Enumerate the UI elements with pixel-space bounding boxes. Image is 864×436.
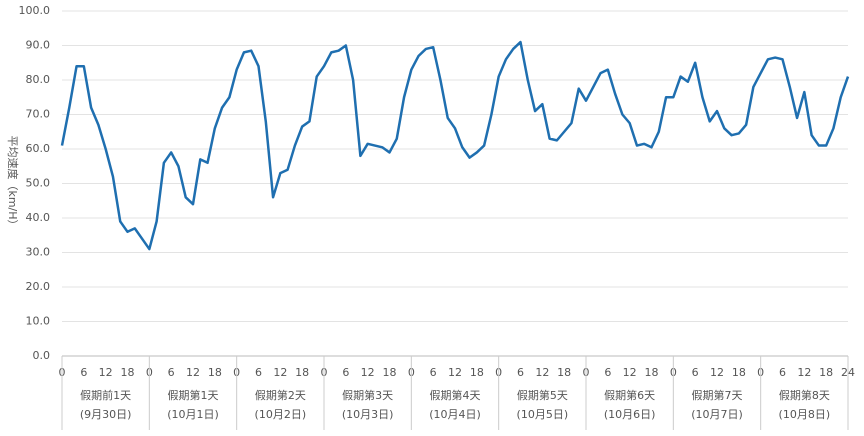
x-tick-label: 18 <box>121 366 135 379</box>
y-tick-label: 50.0 <box>26 177 51 190</box>
group-label: 假期第5天 <box>517 388 568 402</box>
group-label: 假期第8天 <box>779 388 830 402</box>
x-tick-label: 6 <box>430 366 437 379</box>
x-tick-label: 6 <box>517 366 524 379</box>
speed-line <box>60 40 850 251</box>
group-date: (10月1日) <box>167 408 219 421</box>
group-date: (10月7日) <box>691 408 743 421</box>
x-tick-label: 6 <box>342 366 349 379</box>
x-tick-label: 12 <box>186 366 200 379</box>
y-tick-label: 100.0 <box>19 4 51 17</box>
y-tick-label: 60.0 <box>26 142 51 155</box>
x-tick-label: 12 <box>361 366 375 379</box>
x-tick-label: 6 <box>255 366 262 379</box>
group-label: 假期第3天 <box>342 388 393 402</box>
group-date: (10月4日) <box>429 408 481 421</box>
x-tick-label: 12 <box>623 366 637 379</box>
x-tick-label: 18 <box>470 366 484 379</box>
x-tick-label: 18 <box>557 366 571 379</box>
group-label: 假期前1天 <box>80 388 131 402</box>
x-tick-label: 12 <box>797 366 811 379</box>
x-tick-label: 18 <box>383 366 397 379</box>
x-tick-label: 12 <box>535 366 549 379</box>
group-label: 假期第1天 <box>168 388 219 402</box>
group-date: (10月5日) <box>517 408 569 421</box>
group-label: 假期第7天 <box>692 388 743 402</box>
x-tick-label: 18 <box>732 366 746 379</box>
x-tick-label: 6 <box>692 366 699 379</box>
y-tick-label: 40.0 <box>26 211 51 224</box>
x-tick-label: 6 <box>80 366 87 379</box>
group-date: (10月3日) <box>342 408 394 421</box>
group-label: 假期第4天 <box>430 388 481 402</box>
group-date: (10月8日) <box>779 408 831 421</box>
x-tick-label: 6 <box>779 366 786 379</box>
y-axis-label: 平均速度（km/H） <box>6 135 20 230</box>
group-date: (9月30日) <box>80 408 132 421</box>
x-tick-label: 12 <box>273 366 287 379</box>
x-tick-label: 12 <box>710 366 724 379</box>
x-tick-label: 12 <box>99 366 113 379</box>
y-tick-label: 30.0 <box>26 246 51 259</box>
y-tick-label: 90.0 <box>26 39 51 52</box>
x-tick-label: 18 <box>208 366 222 379</box>
group-date: (10月2日) <box>255 408 307 421</box>
x-tick-label: 6 <box>168 366 175 379</box>
x-tick-label: 12 <box>448 366 462 379</box>
group-label: 假期第6天 <box>604 388 655 402</box>
y-tick-label: 70.0 <box>26 108 51 121</box>
y-tick-label: 10.0 <box>26 315 51 328</box>
x-tick-label: 6 <box>604 366 611 379</box>
group-date: (10月6日) <box>604 408 656 421</box>
y-tick-label: 20.0 <box>26 280 51 293</box>
group-label: 假期第2天 <box>255 388 306 402</box>
y-tick-label: 0.0 <box>33 349 51 362</box>
x-tick-label: 18 <box>645 366 659 379</box>
x-tick-label: 18 <box>295 366 309 379</box>
x-tick-label: 18 <box>819 366 833 379</box>
y-tick-label: 80.0 <box>26 73 51 86</box>
